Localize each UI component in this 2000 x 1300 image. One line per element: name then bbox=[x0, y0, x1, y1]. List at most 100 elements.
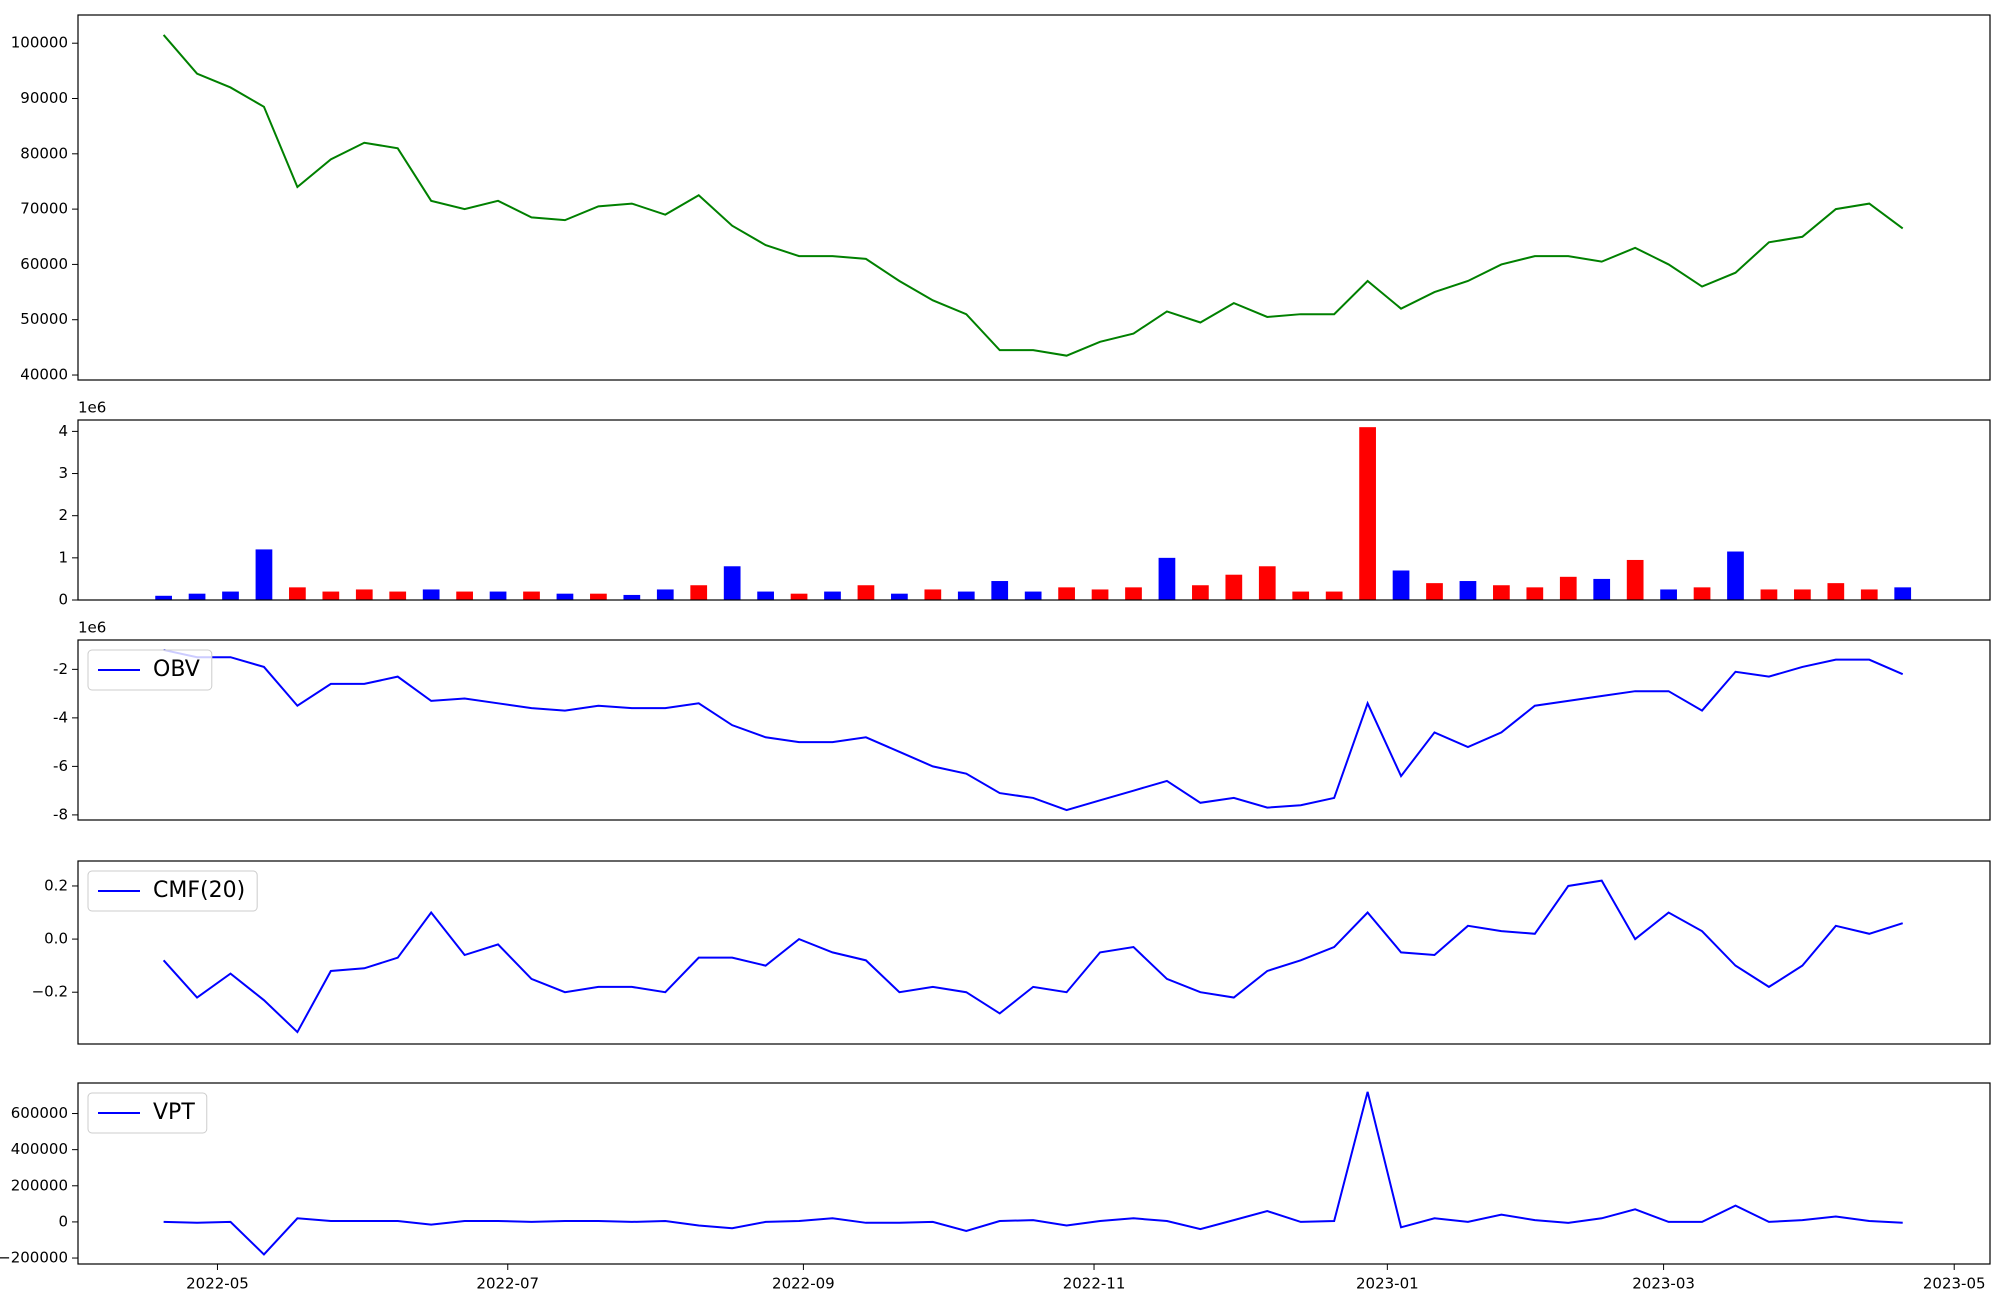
bar bbox=[289, 587, 306, 600]
legend-box bbox=[87, 870, 258, 912]
plot-area bbox=[155, 427, 1912, 600]
bar bbox=[824, 591, 841, 600]
bar bbox=[1459, 581, 1477, 600]
bar bbox=[1860, 589, 1878, 600]
y-tick-label: 60000 bbox=[20, 255, 68, 273]
y-tick-label: 200000 bbox=[11, 1176, 68, 1194]
x-tick-label: 2023-03 bbox=[1632, 1275, 1695, 1293]
y-tick-label: 0.2 bbox=[44, 876, 68, 894]
bar bbox=[1626, 559, 1644, 600]
bar bbox=[489, 591, 507, 600]
x-tick-label: 2022-09 bbox=[772, 1275, 835, 1293]
bar bbox=[1693, 587, 1711, 600]
bar bbox=[1426, 583, 1443, 600]
legend-box bbox=[87, 1092, 208, 1134]
y-tick-label: -6 bbox=[53, 757, 68, 775]
bar bbox=[1258, 566, 1276, 600]
bar bbox=[1292, 591, 1310, 600]
bar bbox=[1727, 551, 1744, 600]
y-tick-label: 100000 bbox=[11, 34, 68, 52]
bar bbox=[590, 593, 607, 600]
bar bbox=[690, 585, 708, 600]
bar bbox=[1158, 557, 1176, 600]
bar bbox=[389, 591, 407, 600]
bar bbox=[1325, 591, 1343, 600]
y-tick-label: 0.0 bbox=[44, 930, 68, 948]
y-tick-label: -4 bbox=[53, 708, 68, 726]
legend: VPT bbox=[87, 1092, 208, 1134]
plot-area bbox=[162, 879, 1904, 1034]
bar bbox=[1559, 576, 1577, 600]
bar bbox=[1058, 587, 1075, 600]
bar bbox=[255, 549, 273, 600]
axis-offset-label: 1e6 bbox=[78, 619, 106, 637]
axes-frame bbox=[77, 860, 1991, 1045]
y-tick-label: −0.2 bbox=[32, 983, 68, 1001]
bar bbox=[222, 591, 239, 600]
y-tick-label: 400000 bbox=[11, 1140, 68, 1158]
bar bbox=[188, 593, 206, 600]
bar bbox=[1894, 587, 1912, 600]
bar bbox=[1493, 585, 1510, 600]
bar bbox=[656, 589, 674, 600]
y-tick-label: 1 bbox=[58, 548, 68, 566]
y-tick-label: 4 bbox=[58, 422, 68, 440]
bar bbox=[957, 591, 975, 600]
bar bbox=[1192, 585, 1209, 600]
bar bbox=[1359, 427, 1376, 600]
bar bbox=[1091, 589, 1109, 600]
y-tick-label: 0 bbox=[58, 591, 68, 609]
bar bbox=[523, 591, 540, 600]
y-tick-label: 0 bbox=[58, 1212, 68, 1230]
bar bbox=[623, 594, 641, 600]
y-tick-label: -2 bbox=[53, 660, 68, 678]
legend: OBV bbox=[87, 649, 213, 691]
bar bbox=[723, 566, 741, 600]
bar bbox=[456, 591, 473, 600]
bar bbox=[891, 593, 908, 600]
plot-area bbox=[163, 648, 1904, 812]
plot-area bbox=[163, 1091, 1903, 1256]
legend-label: OBV bbox=[153, 657, 200, 682]
bar bbox=[790, 593, 808, 600]
x-tick-label: 2022-11 bbox=[1063, 1275, 1126, 1293]
plot-area bbox=[162, 34, 1904, 357]
legend-label: VPT bbox=[153, 1100, 195, 1125]
y-tick-label: 40000 bbox=[20, 366, 68, 384]
bar bbox=[422, 589, 440, 600]
bar bbox=[1526, 587, 1544, 600]
x-tick-label: 2023-01 bbox=[1356, 1275, 1419, 1293]
legend-box bbox=[87, 649, 213, 691]
bar bbox=[1024, 591, 1042, 600]
bar bbox=[1794, 589, 1811, 600]
x-tick-label: 2022-05 bbox=[186, 1275, 249, 1293]
legend-label: CMF(20) bbox=[153, 878, 245, 903]
bar bbox=[1593, 578, 1611, 600]
bar bbox=[1660, 589, 1677, 600]
bar bbox=[1760, 589, 1778, 600]
line bbox=[162, 34, 1904, 357]
y-tick-label: −200000 bbox=[0, 1249, 68, 1267]
x-tick-label: 2022-07 bbox=[476, 1275, 539, 1293]
bar bbox=[1225, 574, 1243, 600]
bar bbox=[355, 589, 373, 600]
y-tick-label: 90000 bbox=[20, 89, 68, 107]
y-tick-label: 600000 bbox=[11, 1104, 68, 1122]
y-tick-label: -8 bbox=[53, 805, 68, 823]
bar bbox=[322, 591, 340, 600]
axes-frame bbox=[77, 419, 1991, 601]
y-tick-label: 80000 bbox=[20, 144, 68, 162]
bar bbox=[757, 591, 774, 600]
axis-offset-label: 1e6 bbox=[78, 399, 106, 417]
bar bbox=[1125, 587, 1142, 600]
line bbox=[163, 648, 1904, 812]
line bbox=[163, 1091, 1903, 1256]
bar bbox=[1392, 570, 1410, 600]
axes-frame bbox=[77, 14, 1991, 381]
bar bbox=[155, 595, 172, 600]
bar bbox=[924, 589, 942, 600]
y-tick-label: 70000 bbox=[20, 200, 68, 218]
y-tick-label: 2 bbox=[58, 506, 68, 524]
bar bbox=[556, 593, 574, 600]
